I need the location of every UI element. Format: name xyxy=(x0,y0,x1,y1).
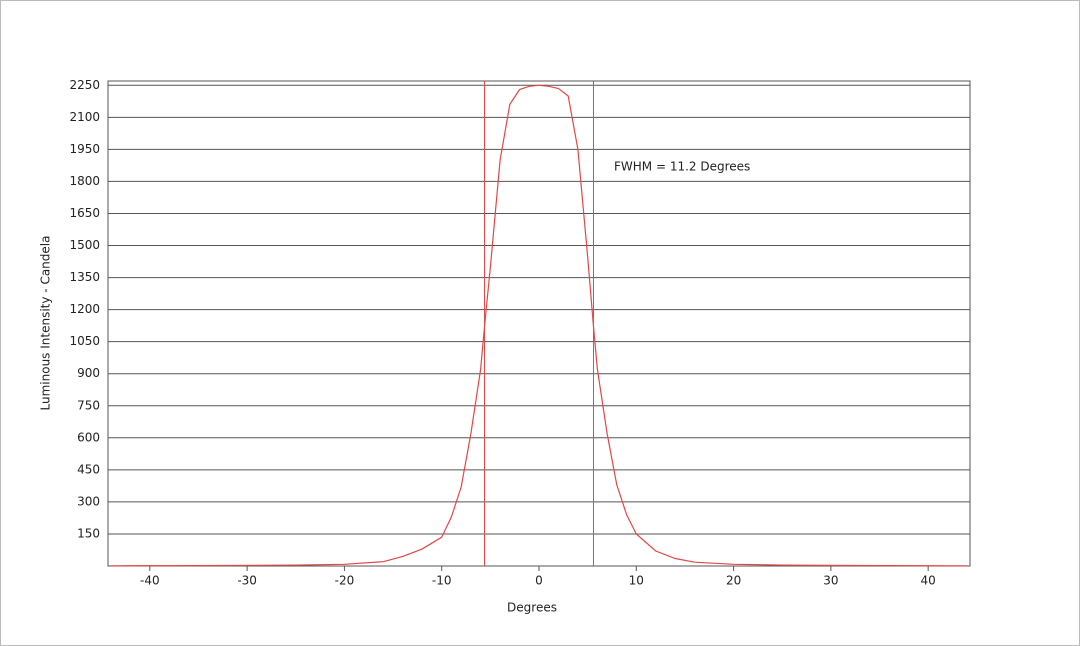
x-tick-label: 20 xyxy=(726,574,741,588)
y-tick-label: 750 xyxy=(77,398,100,412)
x-tick-label: -30 xyxy=(237,574,257,588)
x-tick-label: 30 xyxy=(823,574,838,588)
y-tick-label: 1500 xyxy=(69,238,100,252)
y-tick-label: 450 xyxy=(77,462,100,476)
y-tick-label: 1800 xyxy=(69,174,100,188)
y-tick-label: 1050 xyxy=(69,334,100,348)
y-tick-label: 1200 xyxy=(69,302,100,316)
x-tick-label: -20 xyxy=(335,574,355,588)
y-tick-label: 1350 xyxy=(69,270,100,284)
y-tick-label: 1650 xyxy=(69,206,100,220)
x-axis-label: Degrees xyxy=(507,601,557,615)
y-tick-label: 300 xyxy=(77,494,100,508)
y-tick-label: 600 xyxy=(77,430,100,444)
plot-border xyxy=(107,80,971,567)
annotation: FWHM = 11.2 Degrees xyxy=(614,160,750,174)
x-tick-label: 0 xyxy=(535,574,543,588)
y-tick-label: 900 xyxy=(77,366,100,380)
x-tick-label: -10 xyxy=(432,574,452,588)
x-tick-label: 40 xyxy=(921,574,936,588)
data-line xyxy=(110,84,968,567)
x-tick-label: -40 xyxy=(140,574,160,588)
y-tick-label: 2100 xyxy=(69,110,100,124)
y-axis-label: Luminous Intensity - Candela xyxy=(39,236,53,411)
y-tick-label: 1950 xyxy=(69,142,100,156)
y-tick-label: 2250 xyxy=(69,78,100,92)
y-tick-label: 150 xyxy=(77,526,100,540)
x-tick-label: 10 xyxy=(629,574,644,588)
